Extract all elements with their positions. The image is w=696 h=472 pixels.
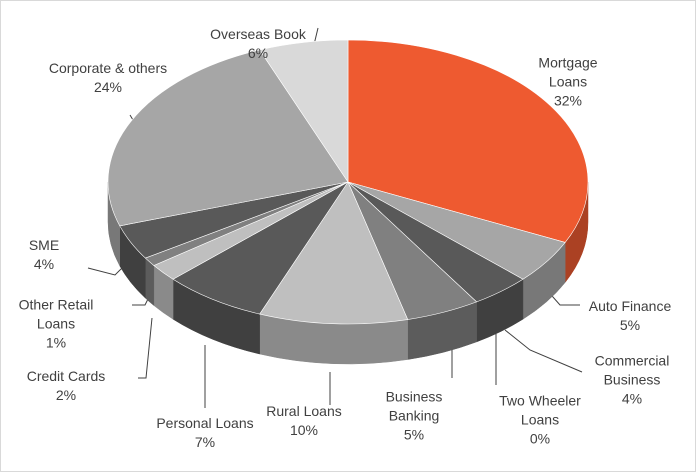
slice-name: Personal Loans	[156, 415, 254, 431]
data-label: Overseas Book 6%	[193, 25, 323, 63]
slice-name: Other Retail Loans	[18, 296, 94, 332]
slice-name: Overseas Book	[210, 26, 306, 42]
leader-line	[87, 264, 126, 276]
data-label: Commercial Business 4%	[582, 352, 682, 409]
slice	[347, 39, 589, 243]
slice-name: Credit Cards	[26, 368, 106, 384]
slice	[107, 49, 349, 227]
slice-value: 4%	[621, 390, 643, 407]
data-label: Rural Loans 10%	[254, 402, 354, 440]
data-label: Business Banking 5%	[374, 388, 454, 445]
slice	[259, 39, 349, 183]
slice-value: 2%	[55, 387, 77, 403]
slice	[259, 181, 409, 325]
slice-name: Commercial Business	[594, 352, 670, 388]
slice-value: 6%	[247, 45, 269, 61]
slice-side	[145, 257, 155, 306]
slice-name: Mortgage Loans	[538, 54, 598, 90]
slice-value: 10%	[289, 422, 319, 438]
slice-name: SME	[28, 237, 60, 253]
data-label: Other Retail Loans 1%	[16, 296, 96, 353]
slice-value: 4%	[33, 256, 55, 272]
slice-name: Auto Finance	[588, 298, 672, 314]
pie-sides	[107, 181, 589, 365]
slice-name: Two Wheeler Loans	[499, 392, 581, 428]
data-label: Corporate & others 24%	[48, 59, 168, 97]
data-label: Mortgage Loans 32%	[523, 54, 613, 111]
slice-name: Business Banking	[385, 388, 443, 424]
data-label: Personal Loans 7%	[145, 414, 265, 452]
pie-tops	[107, 39, 589, 325]
slice-value: 32%	[553, 92, 583, 109]
slice-value: 1%	[45, 334, 67, 351]
slice	[172, 181, 349, 315]
slice-value: 0%	[529, 430, 551, 447]
slice-value: 5%	[619, 317, 641, 333]
slice-value: 24%	[93, 79, 123, 95]
leader-line	[138, 317, 153, 379]
data-label: SME 4%	[24, 236, 64, 274]
data-label: Auto Finance 5%	[575, 297, 685, 335]
slice-value: 7%	[194, 434, 216, 450]
data-label: Credit Cards 2%	[11, 367, 121, 405]
slice-name: Rural Loans	[266, 403, 342, 419]
leader-line	[504, 329, 583, 373]
slice-value: 5%	[403, 426, 425, 443]
slice-name: Corporate & others	[48, 60, 168, 76]
data-label: Two Wheeler Loans 0%	[485, 392, 595, 449]
